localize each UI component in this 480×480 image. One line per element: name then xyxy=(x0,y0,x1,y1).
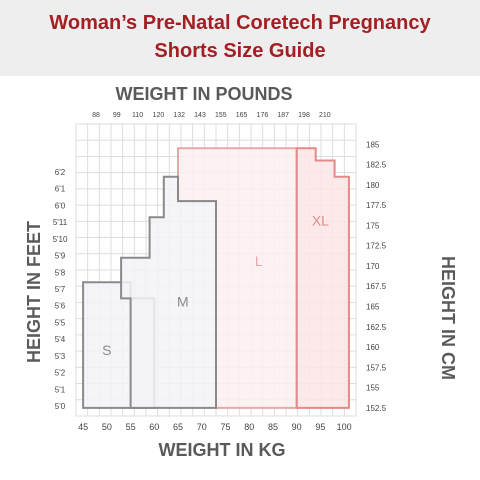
size-label-xl: XL xyxy=(312,212,329,228)
bottom-tick-label: 70 xyxy=(197,422,207,432)
top-tick-label: 165 xyxy=(236,112,248,119)
bottom-tick-label: 50 xyxy=(102,422,112,432)
chart-title-line-1: Woman’s Pre-Natal Coretech Pregnancy xyxy=(49,12,431,34)
bottom-tick-label: 85 xyxy=(268,422,278,432)
right-tick-label: 172.5 xyxy=(366,242,387,251)
right-tick-label: 152.5 xyxy=(366,404,387,413)
bottom-tick-label: 80 xyxy=(244,422,254,432)
title-banner: Woman’s Pre-Natal Coretech Pregnancy Sho… xyxy=(0,0,480,76)
bottom-tick-label: 65 xyxy=(173,422,183,432)
size-label-s: S xyxy=(102,342,111,358)
left-tick-label: 5'6 xyxy=(55,302,66,311)
left-tick-label: 5'3 xyxy=(55,352,66,361)
size-label-l: L xyxy=(255,253,263,269)
left-tick-label: 6'1 xyxy=(55,185,66,194)
right-tick-label: 180 xyxy=(366,181,380,190)
right-tick-label: 182.5 xyxy=(366,161,387,170)
bottom-tick-label: 90 xyxy=(292,422,302,432)
size-label-m: M xyxy=(177,294,189,310)
top-tick-label: 120 xyxy=(153,112,165,119)
left-tick-label: 6'2 xyxy=(55,168,66,177)
right-tick-label: 175 xyxy=(366,221,380,230)
right-axis-title: HEIGHT IN CM xyxy=(438,256,458,380)
top-tick-label: 198 xyxy=(298,112,310,119)
axis-ticks: 88 99 110 120 132 143 155 165 176 187 198 210 45 50 55… xyxy=(53,112,387,432)
left-tick-label: 5'2 xyxy=(55,369,66,378)
top-tick-label: 132 xyxy=(173,112,185,119)
bottom-axis-title: WEIGHT IN KG xyxy=(159,440,286,460)
right-tick-label: 160 xyxy=(366,343,380,352)
left-tick-label: 5'4 xyxy=(55,335,66,344)
left-tick-label: 5'9 xyxy=(55,252,66,261)
right-tick-label: 155 xyxy=(366,384,380,393)
bottom-tick-label: 100 xyxy=(337,422,352,432)
chart-title-line-2: Shorts Size Guide xyxy=(154,40,326,62)
size-labels: S M L XL xyxy=(102,212,329,358)
top-tick-label: 210 xyxy=(319,112,331,119)
left-tick-label: 5'8 xyxy=(55,268,66,277)
right-tick-label: 157.5 xyxy=(366,363,387,372)
bottom-tick-label: 60 xyxy=(149,422,159,432)
size-region-xl xyxy=(295,147,350,409)
right-tick-label: 170 xyxy=(366,262,380,271)
left-tick-label: 5'11 xyxy=(53,218,68,227)
top-tick-label: 155 xyxy=(215,112,227,119)
size-regions xyxy=(82,147,350,409)
right-tick-label: 185 xyxy=(366,140,380,149)
bottom-tick-label: 75 xyxy=(220,422,230,432)
left-tick-label: 5'0 xyxy=(55,402,66,411)
left-tick-label: 5'1 xyxy=(55,385,66,394)
right-tick-label: 167.5 xyxy=(366,282,387,291)
top-tick-label: 176 xyxy=(257,112,269,119)
top-tick-label: 99 xyxy=(113,112,121,119)
top-axis-title: WEIGHT IN POUNDS xyxy=(115,84,292,104)
top-tick-label: 187 xyxy=(277,112,289,119)
right-tick-label: 162.5 xyxy=(366,323,387,332)
right-tick-label: 177.5 xyxy=(366,201,387,210)
bottom-tick-label: 45 xyxy=(78,422,88,432)
top-tick-label: 143 xyxy=(194,112,206,119)
top-tick-label: 110 xyxy=(132,112,143,119)
bottom-tick-label: 55 xyxy=(126,422,136,432)
left-tick-label: 6'0 xyxy=(55,201,66,210)
bottom-tick-label: 95 xyxy=(315,422,325,432)
left-axis-title: HEIGHT IN FEET xyxy=(24,221,44,363)
left-tick-label: 5'10 xyxy=(53,235,68,244)
left-tick-label: 5'5 xyxy=(55,318,66,327)
right-tick-label: 165 xyxy=(366,303,380,312)
size-region-m xyxy=(120,175,217,409)
top-tick-label: 88 xyxy=(92,112,100,119)
left-tick-label: 5'7 xyxy=(55,285,66,294)
